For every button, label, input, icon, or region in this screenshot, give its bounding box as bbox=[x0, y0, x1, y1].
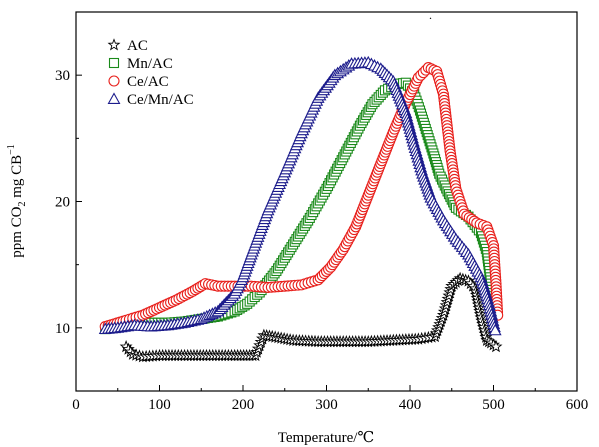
series-layer bbox=[98, 55, 504, 363]
x-tick-label: 400 bbox=[399, 397, 422, 413]
x-tick-label: 0 bbox=[72, 397, 80, 413]
legend-label: AC bbox=[127, 38, 148, 54]
data-point-star bbox=[489, 339, 503, 353]
legend: AC Mn/AC Ce/AC Ce/Mn/AC bbox=[107, 38, 194, 108]
x-tick-label: 100 bbox=[148, 397, 171, 413]
y-axis-label-sup: −1 bbox=[6, 144, 17, 155]
y-axis-label: ppm CO2 mg CB−1 bbox=[6, 144, 28, 258]
y-tick-label: 10 bbox=[55, 321, 70, 337]
y-tick-label: 20 bbox=[55, 195, 70, 211]
x-tick-label: 600 bbox=[566, 397, 589, 413]
x-tick-label: 300 bbox=[315, 397, 338, 413]
legend-item: Ce/Mn/AC bbox=[107, 92, 194, 108]
y-axis-label-main: ppm CO bbox=[9, 206, 25, 257]
legend-marker-square bbox=[108, 57, 120, 69]
stray-dot: . bbox=[429, 8, 432, 22]
legend-item: Ce/AC bbox=[108, 74, 169, 90]
legend-item: Mn/AC bbox=[108, 56, 173, 72]
legend-label: Mn/AC bbox=[127, 56, 173, 72]
y-axis-label-rest: mg CB bbox=[9, 155, 25, 202]
legend-label: Ce/AC bbox=[127, 74, 169, 90]
series-ce-mn-ac bbox=[98, 55, 502, 336]
y-axis-label-sub: 2 bbox=[17, 202, 28, 207]
axis-layer: 0 100 200 300 400 500 600 10 20 30 bbox=[55, 11, 589, 413]
legend-item: AC bbox=[107, 38, 148, 54]
series-ce-ac bbox=[99, 62, 504, 333]
data-point-triangle bbox=[488, 323, 502, 336]
x-tick-label: 200 bbox=[232, 397, 255, 413]
legend-marker-circle bbox=[108, 75, 120, 87]
series-ac bbox=[119, 271, 503, 363]
legend-marker-star bbox=[107, 38, 121, 51]
legend-marker-triangle bbox=[107, 92, 121, 104]
x-axis-label: Temperature/℃ bbox=[278, 430, 375, 446]
legend-label: Ce/Mn/AC bbox=[127, 92, 194, 108]
y-tick-label: 30 bbox=[55, 68, 70, 84]
x-tick-label: 500 bbox=[482, 397, 505, 413]
